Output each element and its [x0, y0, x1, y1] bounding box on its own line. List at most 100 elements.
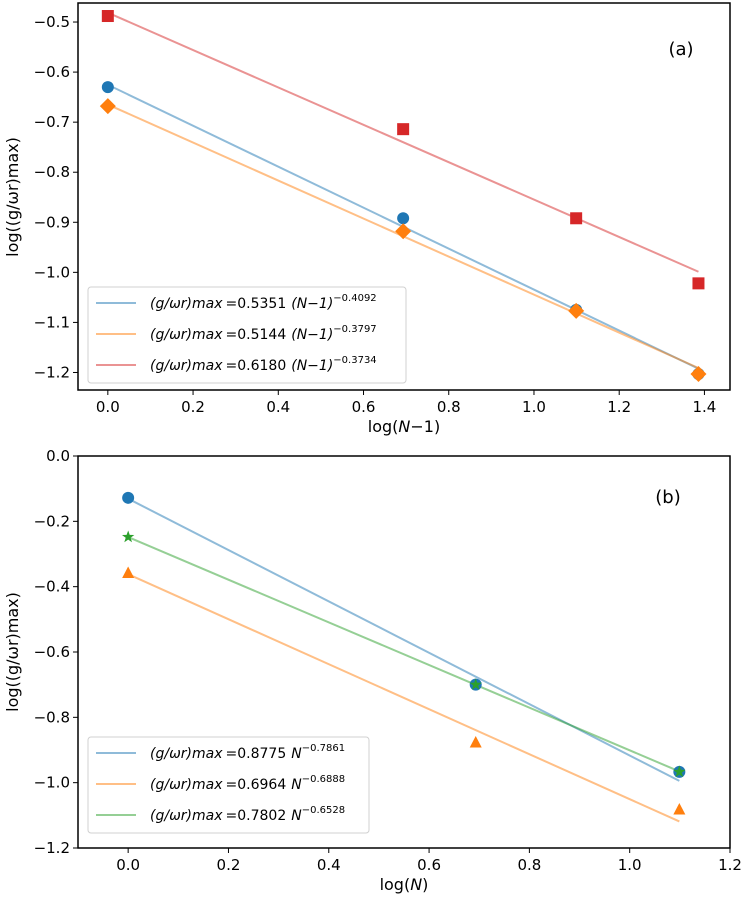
legend-eq: =	[226, 808, 238, 824]
legend-lhs: (g/ωr)max	[150, 777, 223, 793]
legend-lhs: (g/ωr)max	[150, 808, 223, 824]
data-point-orange-diamond	[395, 223, 412, 240]
legend-box	[87, 736, 370, 834]
x-tick-label: 0.8	[517, 856, 541, 874]
legend: (g/ωr)max =0.8775 N−0.7861(g/ωr)max =0.6964…	[87, 736, 370, 834]
legend-coef: 0.6180	[237, 358, 286, 374]
y-tick-label: −1.2	[34, 839, 70, 857]
x-tick-label: 1.4	[693, 398, 717, 416]
legend-base: (N−1)	[291, 358, 333, 374]
legend-coef: 0.5351	[237, 296, 286, 312]
x-tick-label: 0.6	[352, 398, 376, 416]
x-tick-label: 0.2	[217, 856, 241, 874]
legend-lhs: (g/ωr)max	[150, 296, 223, 312]
legend-eq: =	[226, 327, 238, 343]
y-tick-label: −0.2	[34, 512, 70, 530]
y-tick-label: −0.4	[34, 578, 70, 596]
y-tick-label: −1.2	[34, 363, 70, 381]
legend-coef: 0.7802	[237, 808, 286, 824]
y-tick-label: −0.6	[34, 643, 70, 661]
legend-eq: =	[226, 358, 238, 374]
legend-coef: 0.8775	[237, 746, 286, 762]
y-tick-label: −0.5	[34, 13, 70, 31]
y-tick-label: 0.0	[46, 447, 70, 465]
data-point-orange-triangle	[469, 735, 482, 748]
legend-exponent: −0.3734	[333, 355, 376, 366]
x-tick-label: 1.2	[607, 398, 631, 416]
legend-base: N	[291, 777, 302, 793]
legend-lhs: (g/ωr)max	[150, 358, 223, 374]
x-axis-label-post: )	[422, 875, 428, 894]
legend-exponent: −0.6528	[302, 805, 345, 816]
x-tick-label: 0.8	[437, 398, 461, 416]
data-point-orange-diamond	[99, 98, 116, 115]
data-point-blue-circle	[122, 491, 135, 504]
y-axis-label: log((g/ωr)max)	[3, 137, 22, 257]
x-axis-label-pre: log(	[368, 417, 399, 436]
data-point-orange-triangle	[122, 566, 135, 578]
data-point-orange-diamond	[690, 365, 707, 382]
y-tick-label: −0.8	[34, 708, 70, 726]
x-tick-label: 0.4	[317, 856, 341, 874]
legend-lhs: (g/ωr)max	[150, 746, 223, 762]
legend-base: (N−1)	[291, 327, 333, 343]
x-axis-label-post: −1)	[410, 417, 440, 436]
x-tick-label: 0.0	[96, 398, 120, 416]
x-tick-label: 1.0	[522, 398, 546, 416]
x-tick-label: 1.2	[718, 856, 742, 874]
data-point-red-square	[692, 277, 705, 290]
panel-label: (b)	[655, 487, 680, 508]
panel-a: 0.0 0.2 0.4 0.6 0.8 1.0 1.2 1.4 −0.5 −0.6 −0.7 −0.8…	[3, 2, 731, 436]
x-axis-label: log(N−1)	[368, 417, 440, 436]
panel-b: 0.0 0.2 0.4 0.6 0.8 1.0 1.2 0.0 −0.2 −0.4 −0.6 −0.8…	[3, 447, 742, 894]
legend-entry-blue: (g/ωr)max =0.5351 (N−1)−0.4092	[150, 293, 377, 312]
y-tick-label: −0.9	[34, 213, 70, 231]
data-point-green-star	[469, 678, 482, 690]
legend-exponent: −0.4092	[333, 293, 376, 304]
legend-exponent: −0.3797	[333, 324, 376, 335]
y-tick-label: −0.7	[34, 113, 70, 131]
data-point-green-star	[122, 530, 135, 543]
x-tick-label: 0.2	[181, 398, 205, 416]
legend-box	[87, 286, 407, 384]
y-tick-label: −1.0	[34, 263, 70, 281]
y-tick-label: −0.8	[34, 163, 70, 181]
legend-entry-red: (g/ωr)max =0.6180 (N−1)−0.3734	[150, 355, 377, 374]
fit-line-blue	[127, 497, 680, 782]
data-point-red-square	[397, 123, 410, 136]
x-axis-label-var: N	[398, 417, 410, 436]
data-point-red-square	[101, 10, 114, 23]
x-tick-label: 0.6	[417, 856, 441, 874]
y-tick-label: −1.1	[34, 313, 70, 331]
legend: (g/ωr)max =0.5351 (N−1)−0.4092(g/ωr)max =0.…	[87, 286, 407, 384]
data-point-orange-triangle	[673, 802, 686, 815]
legend-entry-blue: (g/ωr)max =0.8775 N−0.7861	[150, 743, 345, 762]
data-point-orange-diamond	[568, 302, 585, 319]
legend-eq: =	[226, 296, 238, 312]
legend-base: (N−1)	[291, 296, 333, 312]
legend-exponent: −0.6888	[302, 774, 345, 785]
data-point-red-square	[570, 212, 583, 225]
legend-coef: 0.6964	[237, 777, 286, 793]
fit-line-green	[127, 536, 680, 773]
fit-line-red	[107, 11, 699, 273]
legend-entry-green: (g/ωr)max =0.7802 N−0.6528	[150, 805, 345, 824]
legend-eq: =	[226, 746, 238, 762]
data-point-green-star	[673, 765, 686, 778]
legend-entry-orange: (g/ωr)max =0.5144 (N−1)−0.3797	[150, 324, 377, 343]
x-axis-label: log(N)	[380, 875, 429, 894]
legend-base: N	[291, 808, 302, 824]
data-point-blue-circle	[101, 81, 114, 94]
legend-lhs: (g/ωr)max	[150, 327, 223, 343]
fit-line-orange	[127, 573, 680, 823]
data-point-blue-circle	[397, 212, 410, 225]
panel-label: (a)	[668, 39, 693, 60]
legend-entry-orange: (g/ωr)max =0.6964 N−0.6888	[150, 774, 345, 793]
x-tick-label: 1.0	[618, 856, 642, 874]
legend-base: N	[291, 746, 302, 762]
legend-eq: =	[226, 777, 238, 793]
x-axis-label-var: N	[410, 875, 422, 894]
y-tick-label: −0.6	[34, 63, 70, 81]
y-tick-label: −1.0	[34, 774, 70, 792]
